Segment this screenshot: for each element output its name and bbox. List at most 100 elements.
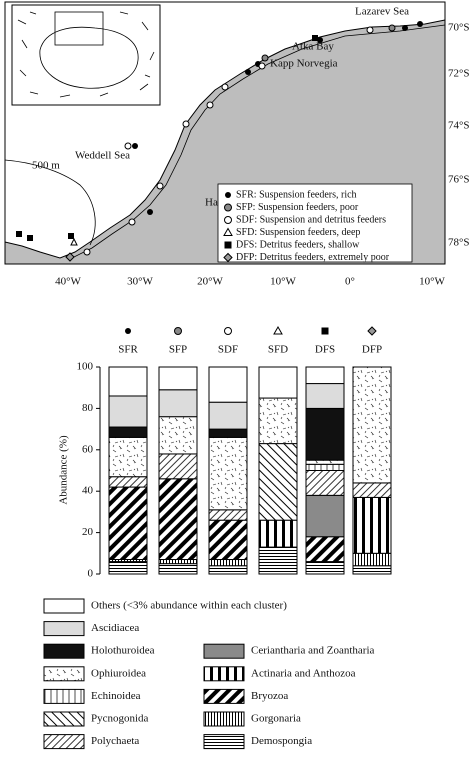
lat-label: 74°S (448, 120, 470, 132)
bar-segment (208, 559, 248, 567)
bar-segment (258, 519, 298, 548)
legend-label: Holothuroidea (91, 645, 155, 657)
legend-swatch (43, 688, 85, 704)
bar-segment (158, 559, 198, 565)
bar-segment (258, 546, 298, 575)
map-legend: SFR: Suspension feeders, rich SFP: Suspen… (223, 189, 390, 263)
legend-label: Others (<3% abundance within each cluste… (91, 600, 287, 612)
bar-segment (352, 565, 392, 575)
lon-label: 10°W (270, 276, 296, 288)
lon-label: 10°W (419, 276, 445, 288)
map-legend-label: DFP: Detritus feeders, extremely poor (236, 252, 390, 263)
bar-segment (352, 552, 392, 567)
x-tick-label: SFR (118, 344, 138, 356)
lat-label: 76°S (448, 174, 470, 186)
bar-segment (305, 561, 345, 575)
place-label: 500 m (32, 160, 60, 172)
bar-segment (108, 426, 148, 438)
bar-segment (208, 565, 248, 575)
y-axis-label: Abundance (%) (58, 435, 70, 505)
place-label: Atka Bay (292, 41, 334, 53)
lon-label: 30°W (127, 276, 153, 288)
bar-segment (352, 496, 392, 554)
bar-segment (158, 478, 198, 561)
inset-currents (17, 11, 155, 98)
bar-segment (108, 486, 148, 561)
lon-label: 20°W (197, 276, 223, 288)
bar-segment (208, 428, 248, 438)
x-tick-label: SDF (218, 344, 238, 356)
bar-segment (352, 366, 392, 484)
lat-label: 78°S (448, 237, 470, 249)
bar-segment (258, 366, 298, 399)
map-legend-label: SDF: Suspension and detritus feeders (236, 214, 386, 225)
legend-swatch (43, 621, 85, 637)
x-tick-label: DFP (362, 344, 382, 356)
lat-label: 70°S (448, 22, 470, 34)
legend-label: Ophiuroidea (91, 667, 146, 679)
map-legend-label: DFS: Detritus feeders, shallow (236, 239, 360, 250)
legend-swatch (203, 666, 245, 682)
map-legend-label: SFD: Suspension feeders, deep (236, 227, 360, 238)
lat-label: 72°S (448, 68, 470, 80)
shelf-edge (71, 24, 446, 259)
bar-segment (258, 443, 298, 521)
symbol (224, 203, 232, 212)
symbol (223, 252, 233, 263)
legend-swatch (203, 643, 245, 659)
y-tick-label: 80 (82, 402, 94, 414)
legend-label: Ascidiacea (91, 622, 139, 634)
x-tick-label: SFP (169, 344, 187, 356)
stations (16, 21, 423, 262)
x-tick-label: SFD (268, 344, 288, 356)
bar-segment (258, 397, 298, 445)
legend-swatch (203, 711, 245, 727)
y-tick-label: 100 (77, 361, 94, 373)
bar-segment (108, 395, 148, 428)
chart: Abundance (%) 0 20 40 60 80 100 SFR SFP SDF SFD DF… (43, 325, 392, 750)
bar-segment (305, 470, 345, 496)
legend-label: Ceriantharia and Zoantharia (251, 645, 375, 657)
y-tick-label: 0 (88, 568, 94, 580)
symbol (174, 327, 182, 335)
legend-label: Bryozoa (251, 690, 288, 702)
legend-swatch (43, 598, 85, 614)
bar-segment (158, 416, 198, 455)
bar-segment (352, 482, 392, 498)
map-legend-label: SFP: Suspension feeders, poor (236, 202, 359, 213)
isobath (4, 159, 96, 246)
bar-segment (305, 459, 345, 465)
legend-label: Gorgonaria (251, 713, 301, 725)
bar-segment (158, 563, 198, 575)
symbol (125, 328, 131, 334)
symbol (224, 327, 232, 335)
inset-box (54, 11, 104, 46)
legend-swatch (203, 734, 245, 750)
bar-segment (208, 519, 248, 561)
bar-segment (158, 453, 198, 480)
bar-segment (158, 366, 198, 391)
legend-label: Demospongia (251, 735, 312, 747)
inset-continent (39, 26, 139, 89)
y-tick-label: 60 (82, 443, 94, 455)
legend-swatch (43, 666, 85, 682)
bar-segment (208, 401, 248, 430)
bar-segment (108, 476, 148, 488)
symbol (224, 241, 232, 249)
bar-segment (305, 407, 345, 461)
y-tick-label: 20 (82, 526, 94, 538)
bar-segment (158, 389, 198, 418)
place-label: Kapp Norvegia (270, 58, 338, 70)
place-label: Lazarev Sea (355, 6, 409, 18)
y-tick-label: 40 (82, 485, 94, 497)
bar-segment (305, 494, 345, 538)
map-legend-box (217, 183, 413, 263)
bar-segment (208, 436, 248, 511)
bar-segment (305, 366, 345, 385)
bar-segment (305, 463, 345, 472)
bar-segment (208, 366, 248, 403)
legend-label: Actinaria and Anthozoa (251, 667, 356, 679)
symbol (273, 325, 283, 335)
bar-segment (305, 536, 345, 563)
